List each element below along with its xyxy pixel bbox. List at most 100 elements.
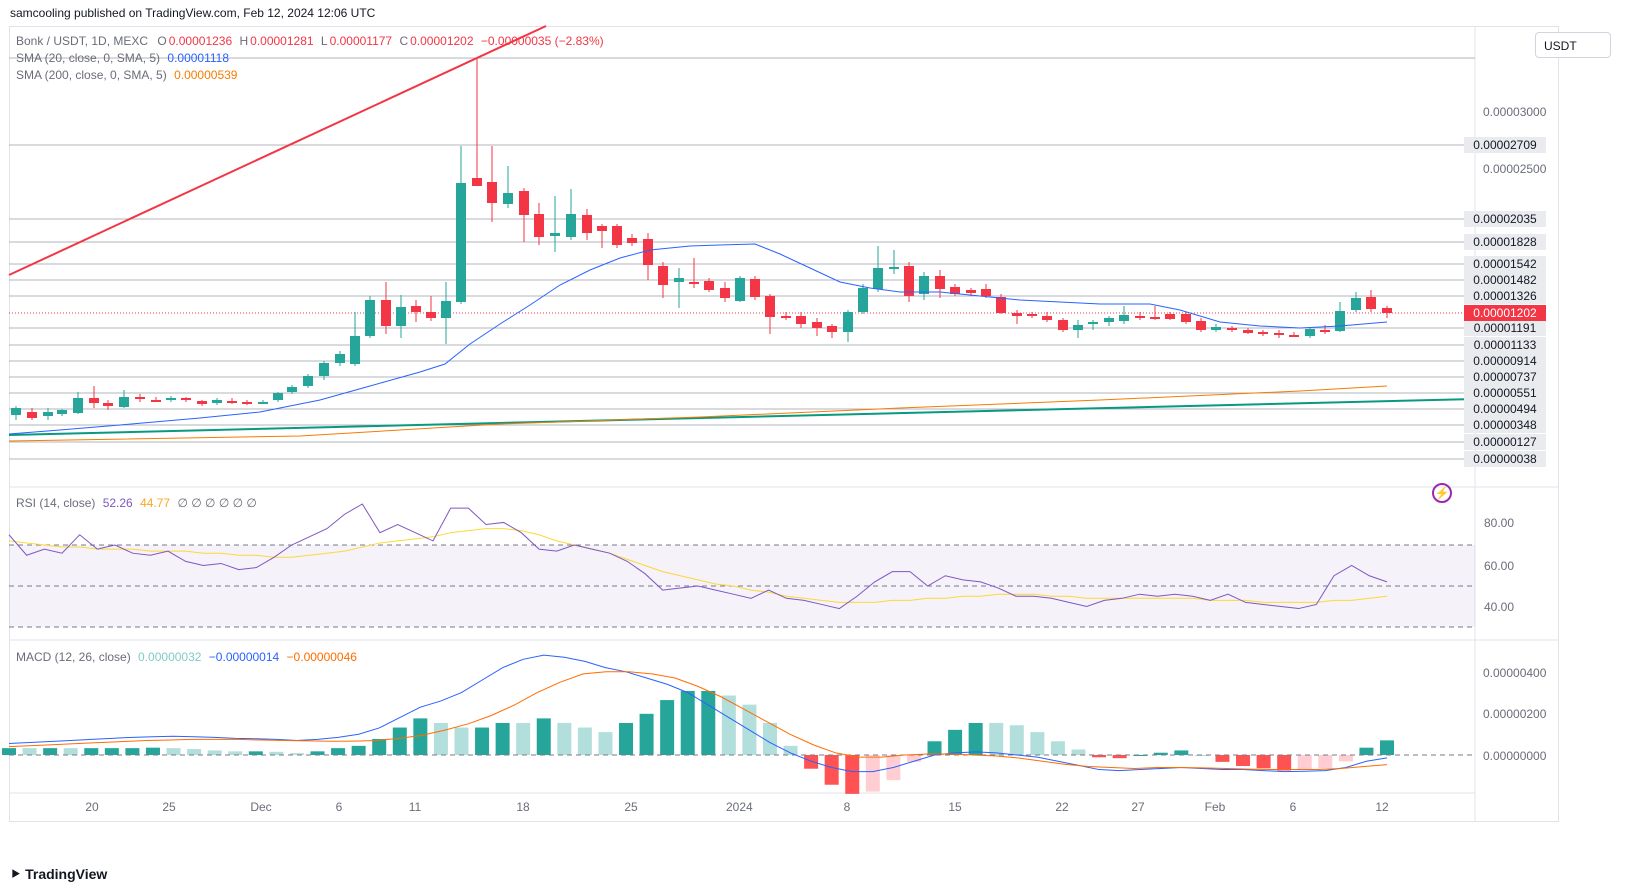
candle-body: [1165, 314, 1175, 319]
candle-body: [1258, 332, 1268, 334]
candle-body: [43, 412, 53, 416]
tv-icon: ⯈: [10, 866, 22, 882]
price-level-label: 0.00002035: [1464, 211, 1546, 227]
candle-body: [1150, 317, 1160, 319]
candle-body: [503, 193, 513, 204]
macd-histogram-bar: [1215, 755, 1230, 762]
time-tick-label: 2024: [726, 800, 753, 814]
macd-histogram-bar: [433, 722, 448, 755]
price-level-label: 0.00001133: [1464, 337, 1546, 353]
candle-body: [1073, 325, 1083, 330]
high-value: 0.00001281: [250, 34, 314, 48]
macd-histogram-bar: [1338, 755, 1353, 762]
candle-body: [212, 400, 222, 403]
rsi-empty-values: ∅ ∅ ∅ ∅ ∅ ∅: [177, 496, 257, 510]
current-price-label: 0.00001202: [1464, 305, 1546, 321]
macd-histogram-bar: [927, 741, 942, 755]
macd-histogram-bar: [536, 718, 551, 755]
sma20-value: 0.00001118: [167, 51, 230, 65]
macd-histogram-bar: [413, 718, 428, 755]
macd-histogram-bar: [619, 722, 634, 755]
time-tick-label: 15: [948, 800, 962, 814]
candle-body: [487, 182, 497, 203]
macd-histogram-bar: [2, 748, 16, 755]
candle-body: [1305, 329, 1315, 336]
candle-body: [597, 226, 607, 231]
candle-body: [396, 307, 406, 326]
candle-body: [365, 300, 375, 336]
sma200-line: [8, 385, 1388, 442]
rsi-legend: RSI (14, close) 52.26 44.77 ∅ ∅ ∅ ∅ ∅ ∅: [16, 496, 257, 510]
macd-tick-0: 0.00000000: [1483, 749, 1547, 763]
candle-body: [1227, 328, 1237, 330]
macd-histogram-bar: [495, 722, 510, 755]
macd-histogram-bar: [783, 745, 798, 755]
macd-histogram-bar: [392, 727, 407, 755]
candle-body: [197, 401, 207, 404]
rsi-tick-40: 40.00: [1484, 600, 1515, 614]
macd-histogram-bar: [1277, 755, 1292, 771]
macd-line: [8, 654, 1388, 773]
price-level-label: 0.00000038: [1464, 451, 1546, 467]
macd-histogram-bar: [310, 751, 325, 755]
macd-histogram-bar: [22, 748, 37, 755]
time-tick-label: 22: [1055, 800, 1069, 814]
candle-body: [919, 276, 929, 294]
candle-body: [11, 408, 21, 415]
candle-body: [181, 398, 191, 400]
macd-histogram-bar: [1071, 749, 1086, 755]
price-level-label: 0.00000737: [1464, 369, 1546, 385]
time-tick-label: Dec: [250, 800, 272, 814]
candle-body: [1012, 313, 1022, 316]
macd-histogram-bar: [1380, 740, 1394, 755]
candle-body: [411, 306, 421, 312]
candle-body: [1366, 297, 1376, 309]
candle-body: [904, 266, 914, 296]
time-tick-label: 12: [1375, 800, 1389, 814]
macd-histogram-bar: [372, 738, 387, 755]
macd-label: MACD (12, 26, close): [16, 650, 131, 664]
macd-histogram-bar: [269, 751, 284, 755]
candle-body: [426, 312, 436, 318]
macd-histogram-bar: [639, 713, 654, 755]
time-tick-label: 18: [516, 800, 530, 814]
currency-selector[interactable]: USDT: [1535, 32, 1611, 58]
macd-histogram-bar: [125, 748, 140, 755]
lightning-icon[interactable]: ⚡: [1432, 483, 1452, 503]
rsi-ma-line: [8, 528, 1388, 603]
candle-body: [935, 276, 945, 289]
price-level-label: 0.00001828: [1464, 234, 1546, 250]
candle-body: [858, 288, 868, 312]
macd-histogram-bar: [248, 751, 263, 755]
candle-body: [720, 288, 730, 298]
macd-histogram-bar: [166, 748, 181, 755]
macd-histogram-bar: [145, 747, 160, 755]
macd-histogram-bar: [865, 755, 880, 792]
candle-body: [612, 226, 622, 245]
price-level-label: 0.00001191: [1464, 320, 1546, 336]
candle-body: [456, 183, 466, 302]
candle-body: [566, 214, 576, 237]
trend-line-green: [8, 398, 1476, 436]
macd-hist-value: 0.00000032: [138, 650, 202, 664]
candle-body: [135, 397, 145, 399]
candle-body: [1181, 314, 1191, 322]
macd-histogram-bar: [1359, 747, 1374, 755]
macd-histogram-bar: [557, 722, 572, 755]
price-level-label: 0.00000127: [1464, 434, 1546, 450]
macd-histogram-bar: [454, 727, 469, 755]
candle-body: [534, 214, 544, 237]
high-label: H: [239, 34, 249, 48]
macd-histogram-bar: [701, 690, 716, 755]
macd-histogram-bar: [207, 750, 222, 755]
price-level-label: 0.00000348: [1464, 417, 1546, 433]
main-legend: Bonk / USDT, 1D, MEXC O 0.00001236 H 0.000…: [16, 34, 604, 48]
macd-value: −0.00000014: [208, 650, 280, 664]
macd-histogram-bar: [351, 745, 366, 755]
price-level-label: 0.00000914: [1464, 353, 1546, 369]
macd-histogram-bar: [1092, 755, 1107, 758]
rsi-ma-value: 44.77: [140, 496, 171, 510]
sma20-line: [8, 243, 1388, 435]
macd-histogram-bar: [906, 755, 921, 762]
